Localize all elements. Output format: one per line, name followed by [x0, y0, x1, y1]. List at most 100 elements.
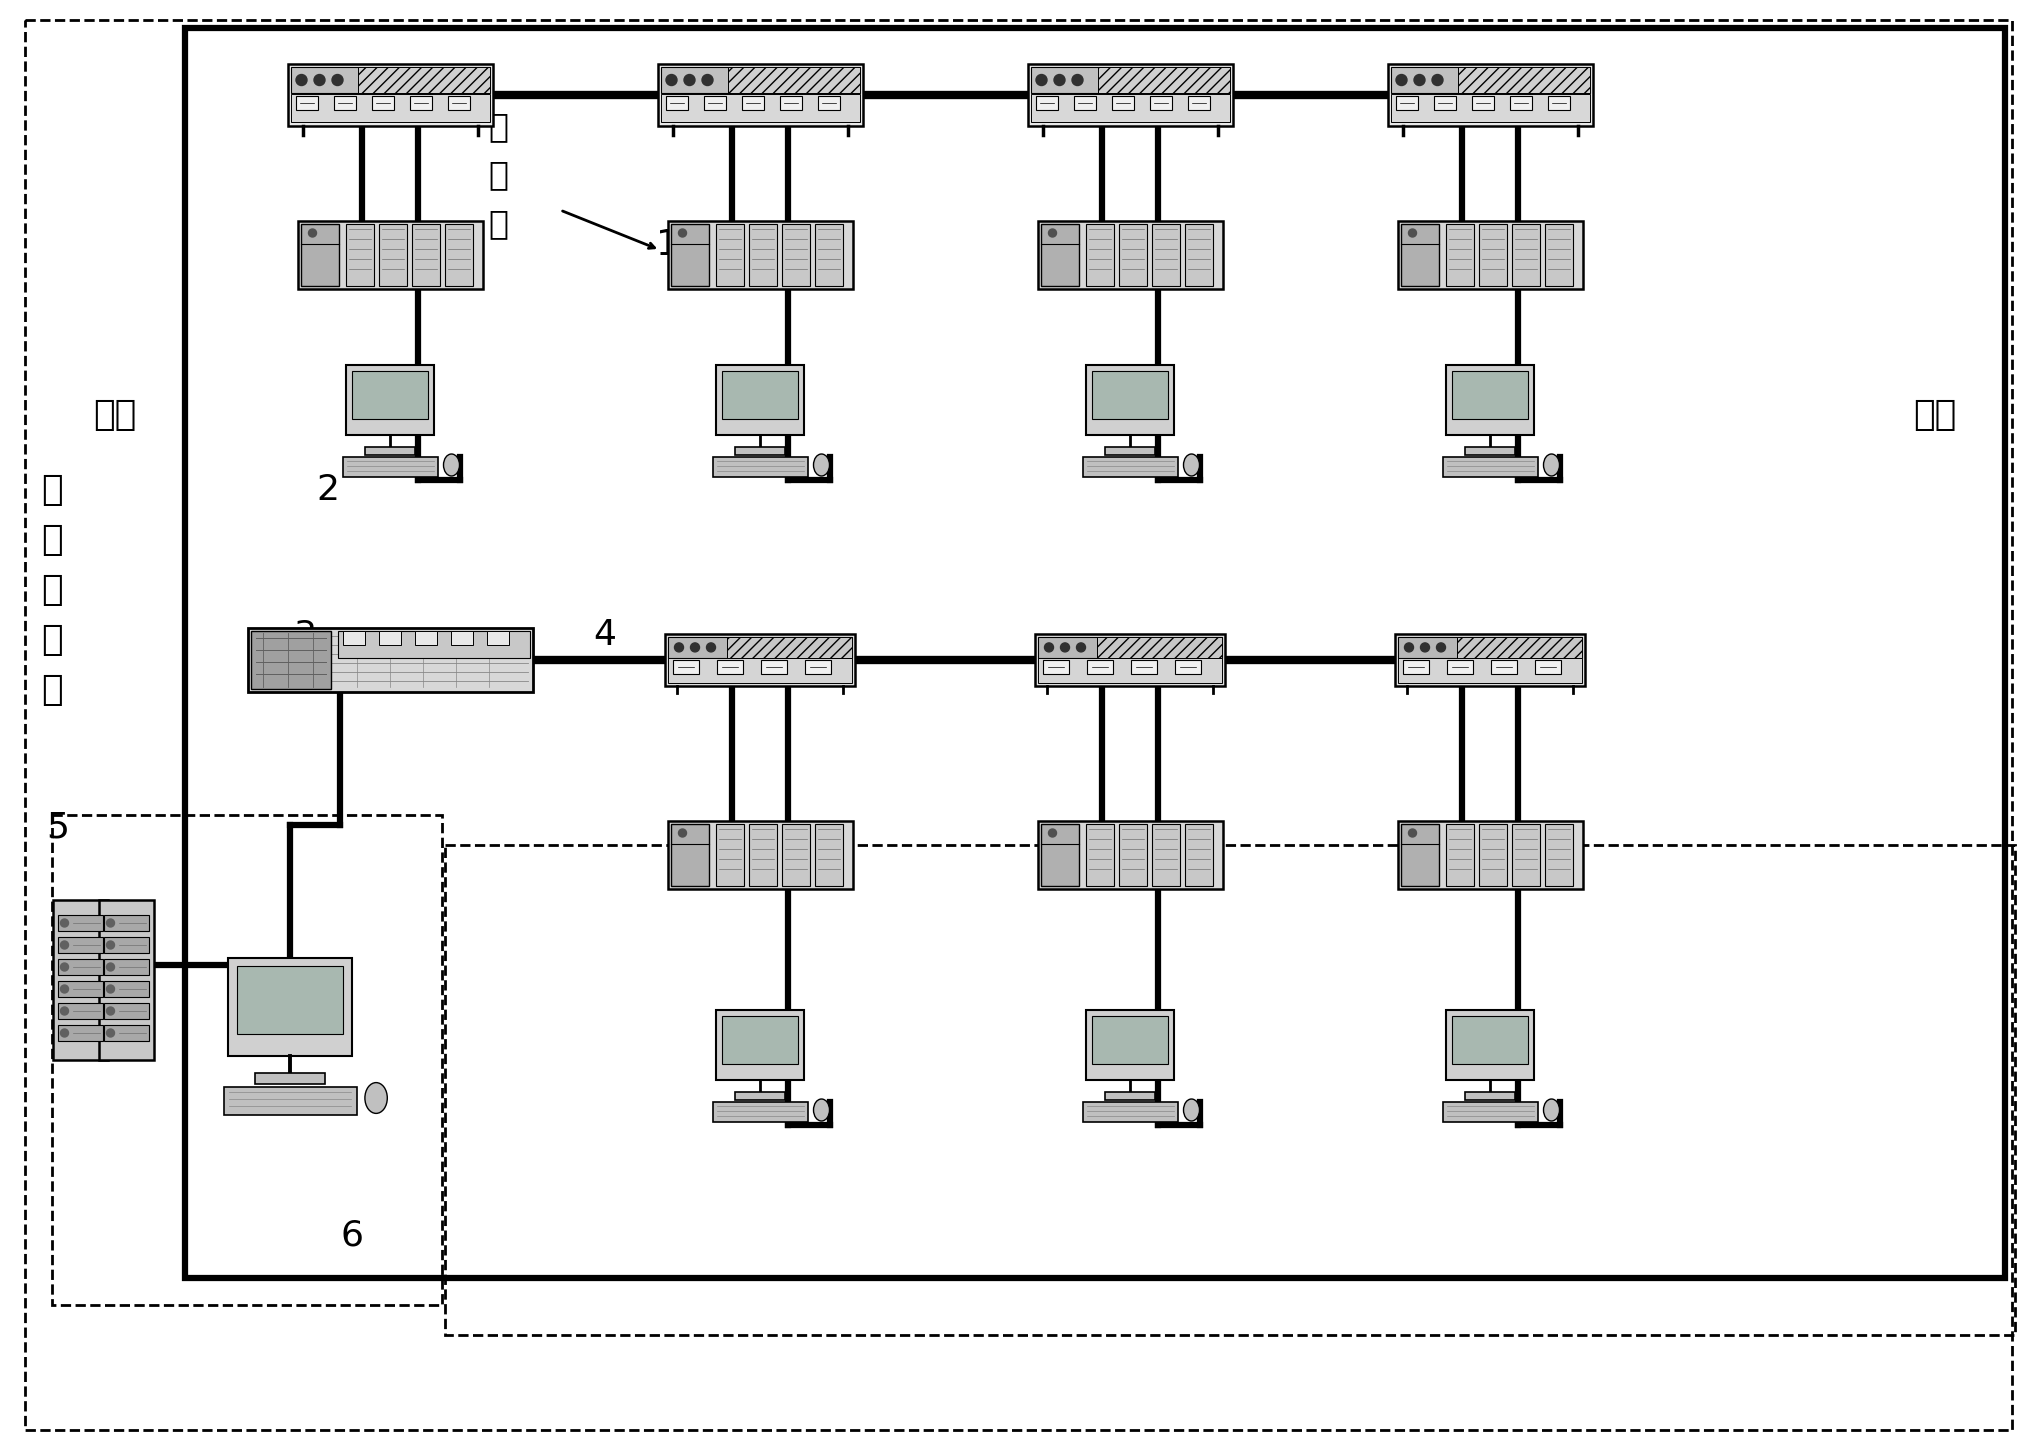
Circle shape: [1420, 642, 1430, 652]
Text: 双
绞
线: 双 绞 线: [489, 110, 507, 240]
Bar: [1395, 634, 1585, 686]
Bar: [295, 96, 318, 110]
Bar: [291, 67, 489, 93]
Bar: [57, 1024, 102, 1040]
Bar: [1536, 660, 1560, 674]
Circle shape: [1432, 74, 1442, 86]
Text: 1: 1: [656, 228, 680, 262]
Bar: [815, 824, 843, 886]
Bar: [352, 371, 428, 418]
Bar: [1037, 821, 1222, 889]
Bar: [721, 1016, 799, 1064]
Text: 光纤: 光纤: [94, 398, 136, 432]
Bar: [1511, 224, 1540, 286]
Bar: [379, 224, 407, 286]
Circle shape: [106, 1007, 114, 1016]
Bar: [104, 937, 149, 953]
Bar: [1149, 96, 1171, 110]
Circle shape: [674, 642, 684, 652]
Bar: [346, 365, 434, 434]
Bar: [1391, 94, 1589, 122]
Bar: [236, 966, 342, 1033]
Circle shape: [332, 74, 342, 86]
Bar: [1458, 67, 1589, 93]
Bar: [411, 224, 440, 286]
Bar: [1397, 821, 1583, 889]
Bar: [365, 448, 416, 455]
Bar: [715, 824, 744, 886]
Bar: [1511, 824, 1540, 886]
Bar: [1035, 634, 1224, 686]
Circle shape: [1408, 230, 1416, 237]
Bar: [1456, 636, 1583, 658]
Bar: [1434, 96, 1456, 110]
Ellipse shape: [1544, 453, 1560, 477]
Bar: [1082, 1101, 1177, 1122]
Bar: [668, 636, 851, 658]
Bar: [1548, 96, 1568, 110]
Bar: [1027, 64, 1232, 126]
Bar: [1509, 96, 1532, 110]
Bar: [1544, 824, 1573, 886]
Bar: [57, 1003, 102, 1019]
Circle shape: [1071, 74, 1084, 86]
Bar: [672, 660, 699, 674]
Bar: [1104, 1093, 1155, 1100]
Bar: [1086, 224, 1114, 286]
Bar: [1183, 224, 1212, 286]
Bar: [371, 96, 393, 110]
Bar: [104, 959, 149, 975]
Bar: [301, 224, 338, 286]
Text: 2: 2: [316, 474, 340, 507]
Bar: [1088, 660, 1112, 674]
Bar: [1041, 824, 1078, 886]
Bar: [727, 67, 860, 93]
Bar: [297, 221, 483, 289]
Bar: [721, 371, 799, 418]
Bar: [1039, 636, 1222, 658]
Bar: [817, 96, 839, 110]
Bar: [1131, 660, 1157, 674]
Bar: [713, 458, 807, 477]
Bar: [98, 899, 153, 1061]
Ellipse shape: [1183, 453, 1200, 477]
Bar: [1471, 96, 1493, 110]
Bar: [762, 660, 786, 674]
Bar: [1098, 636, 1222, 658]
Bar: [1446, 1010, 1534, 1080]
Bar: [1491, 660, 1518, 674]
Text: 4: 4: [593, 618, 617, 652]
Circle shape: [61, 1007, 69, 1016]
Circle shape: [61, 963, 69, 971]
Text: 5: 5: [47, 811, 69, 846]
Bar: [1401, 824, 1438, 886]
Circle shape: [1049, 230, 1057, 237]
Circle shape: [106, 985, 114, 992]
Circle shape: [1395, 74, 1408, 86]
Circle shape: [61, 942, 69, 949]
Bar: [1073, 96, 1096, 110]
Bar: [1391, 67, 1589, 93]
Bar: [1151, 224, 1179, 286]
Bar: [1446, 824, 1473, 886]
Bar: [1086, 824, 1114, 886]
Bar: [414, 631, 436, 645]
Bar: [815, 224, 843, 286]
Ellipse shape: [444, 453, 460, 477]
Bar: [1037, 221, 1222, 289]
Bar: [1452, 371, 1528, 418]
Bar: [1035, 96, 1057, 110]
Bar: [450, 631, 473, 645]
Circle shape: [678, 230, 686, 237]
Text: 光纤: 光纤: [1913, 398, 1958, 432]
Bar: [748, 824, 776, 886]
Bar: [444, 846, 2015, 1335]
Bar: [1112, 96, 1133, 110]
Bar: [668, 221, 854, 289]
Bar: [715, 365, 805, 434]
Ellipse shape: [813, 453, 829, 477]
Bar: [334, 96, 356, 110]
Bar: [1465, 448, 1516, 455]
Bar: [715, 1010, 805, 1080]
Circle shape: [1414, 74, 1426, 86]
